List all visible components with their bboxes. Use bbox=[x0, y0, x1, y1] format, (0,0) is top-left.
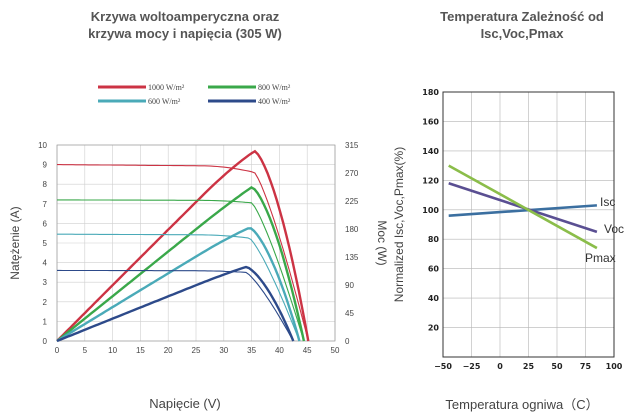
iv-legend-label: 800 W/m² bbox=[258, 83, 291, 92]
iv-y-tick: 5 bbox=[43, 239, 48, 248]
temp-y-tick: 140 bbox=[422, 147, 439, 156]
iv-y2-tick: 90 bbox=[345, 281, 354, 290]
temp-x-tick: 50 bbox=[551, 362, 563, 371]
iv-y-tick: 10 bbox=[38, 141, 47, 150]
temp-series-line bbox=[448, 164, 598, 250]
temp-y-tick: 60 bbox=[428, 265, 440, 274]
iv-legend-label: 400 W/m² bbox=[258, 97, 291, 106]
temp-x-tick: 100 bbox=[606, 362, 623, 371]
iv-y-tick: 4 bbox=[43, 259, 48, 268]
iv-legend-label: 600 W/m² bbox=[148, 97, 181, 106]
temp-x-tick: 25 bbox=[523, 362, 535, 371]
iv-y2-tick: 225 bbox=[345, 197, 359, 206]
iv-y2-tick: 0 bbox=[345, 337, 350, 346]
temp-chart-title-line1: Temperatura Zależność od bbox=[440, 9, 604, 24]
iv-power-curve bbox=[56, 227, 301, 343]
iv-x-tick: 30 bbox=[219, 346, 228, 355]
temp-plot-frame bbox=[442, 91, 615, 358]
iv-x-tick: 5 bbox=[83, 346, 88, 355]
temp-y-tick: 100 bbox=[422, 206, 439, 215]
iv-x-tick: 35 bbox=[247, 346, 256, 355]
iv-current-curve bbox=[57, 269, 294, 342]
temp-chart-xlabel: Temperatura ogniwa（C） bbox=[445, 397, 599, 412]
iv-x-tick: 10 bbox=[108, 346, 117, 355]
temp-ylabel: Normalized Isc,Voc,Pmax(%) bbox=[392, 147, 406, 302]
iv-y2-tick: 45 bbox=[345, 309, 354, 318]
iv-y-tick: 2 bbox=[43, 298, 48, 307]
iv-x-tick: 20 bbox=[164, 346, 173, 355]
temp-x-tick: −50 bbox=[434, 362, 452, 371]
temp-y-tick: 180 bbox=[422, 88, 439, 97]
temp-y-tick: 120 bbox=[422, 176, 439, 185]
iv-legend-label: 1000 W/m² bbox=[148, 83, 185, 92]
iv-chart-title-line1: Krzywa woltoamperyczna oraz bbox=[90, 9, 280, 24]
iv-x-tick: 0 bbox=[55, 346, 60, 355]
iv-y2-tick: 270 bbox=[345, 169, 359, 178]
temp-series-line bbox=[448, 204, 597, 217]
iv-power-curve bbox=[56, 265, 295, 343]
iv-chart-title: Krzywa woltoamperyczna oraz krzywa mocy … bbox=[60, 8, 310, 42]
iv-power-curve bbox=[56, 149, 310, 342]
temp-y-tick: 20 bbox=[428, 324, 440, 333]
iv-x-tick: 15 bbox=[136, 346, 145, 355]
iv-y2-tick: 180 bbox=[345, 225, 359, 234]
temp-y-tick: 80 bbox=[428, 235, 440, 244]
iv-y-tick: 9 bbox=[43, 161, 48, 170]
iv-x-tick: 50 bbox=[331, 346, 340, 355]
temp-x-tick: 75 bbox=[580, 362, 592, 371]
iv-x-tick: 25 bbox=[192, 346, 201, 355]
iv-y-tick: 3 bbox=[43, 278, 48, 287]
iv-power-curve bbox=[56, 185, 306, 342]
temp-chart-title: Temperatura Zależność od Isc,Voc,Pmax bbox=[412, 8, 632, 42]
iv-ylabel: Natężenie (A) bbox=[8, 206, 22, 279]
iv-current-curve bbox=[57, 233, 300, 342]
temp-x-tick: 0 bbox=[497, 362, 503, 371]
iv-current-curve bbox=[57, 164, 309, 342]
iv-y2-tick: 315 bbox=[345, 141, 359, 150]
temp-y-tick: 40 bbox=[428, 294, 440, 303]
temp-series-label: Pmax bbox=[585, 251, 616, 265]
iv-y-tick: 7 bbox=[43, 200, 48, 209]
iv-y2label: Moc (W) bbox=[375, 220, 389, 265]
iv-x-tick: 45 bbox=[303, 346, 312, 355]
iv-y-tick: 0 bbox=[43, 337, 48, 346]
iv-chart-xlabel: Napięcie (V) bbox=[149, 396, 221, 411]
iv-y-tick: 1 bbox=[43, 317, 48, 326]
iv-x-tick: 40 bbox=[275, 346, 284, 355]
temp-chart-title-line2: Isc,Voc,Pmax bbox=[480, 26, 564, 41]
temp-series-label: Isc bbox=[600, 195, 615, 209]
iv-y2-tick: 135 bbox=[345, 253, 359, 262]
iv-chart-title-line2: krzywa mocy i napięcia (305 W) bbox=[88, 26, 282, 41]
iv-y-tick: 8 bbox=[43, 180, 48, 189]
iv-current-curve bbox=[57, 199, 305, 342]
temp-series-label: Voc bbox=[604, 222, 624, 236]
temp-x-tick: −25 bbox=[463, 362, 481, 371]
temp-y-tick: 160 bbox=[422, 117, 439, 126]
iv-plot-frame bbox=[56, 144, 336, 342]
iv-y-tick: 6 bbox=[43, 219, 48, 228]
